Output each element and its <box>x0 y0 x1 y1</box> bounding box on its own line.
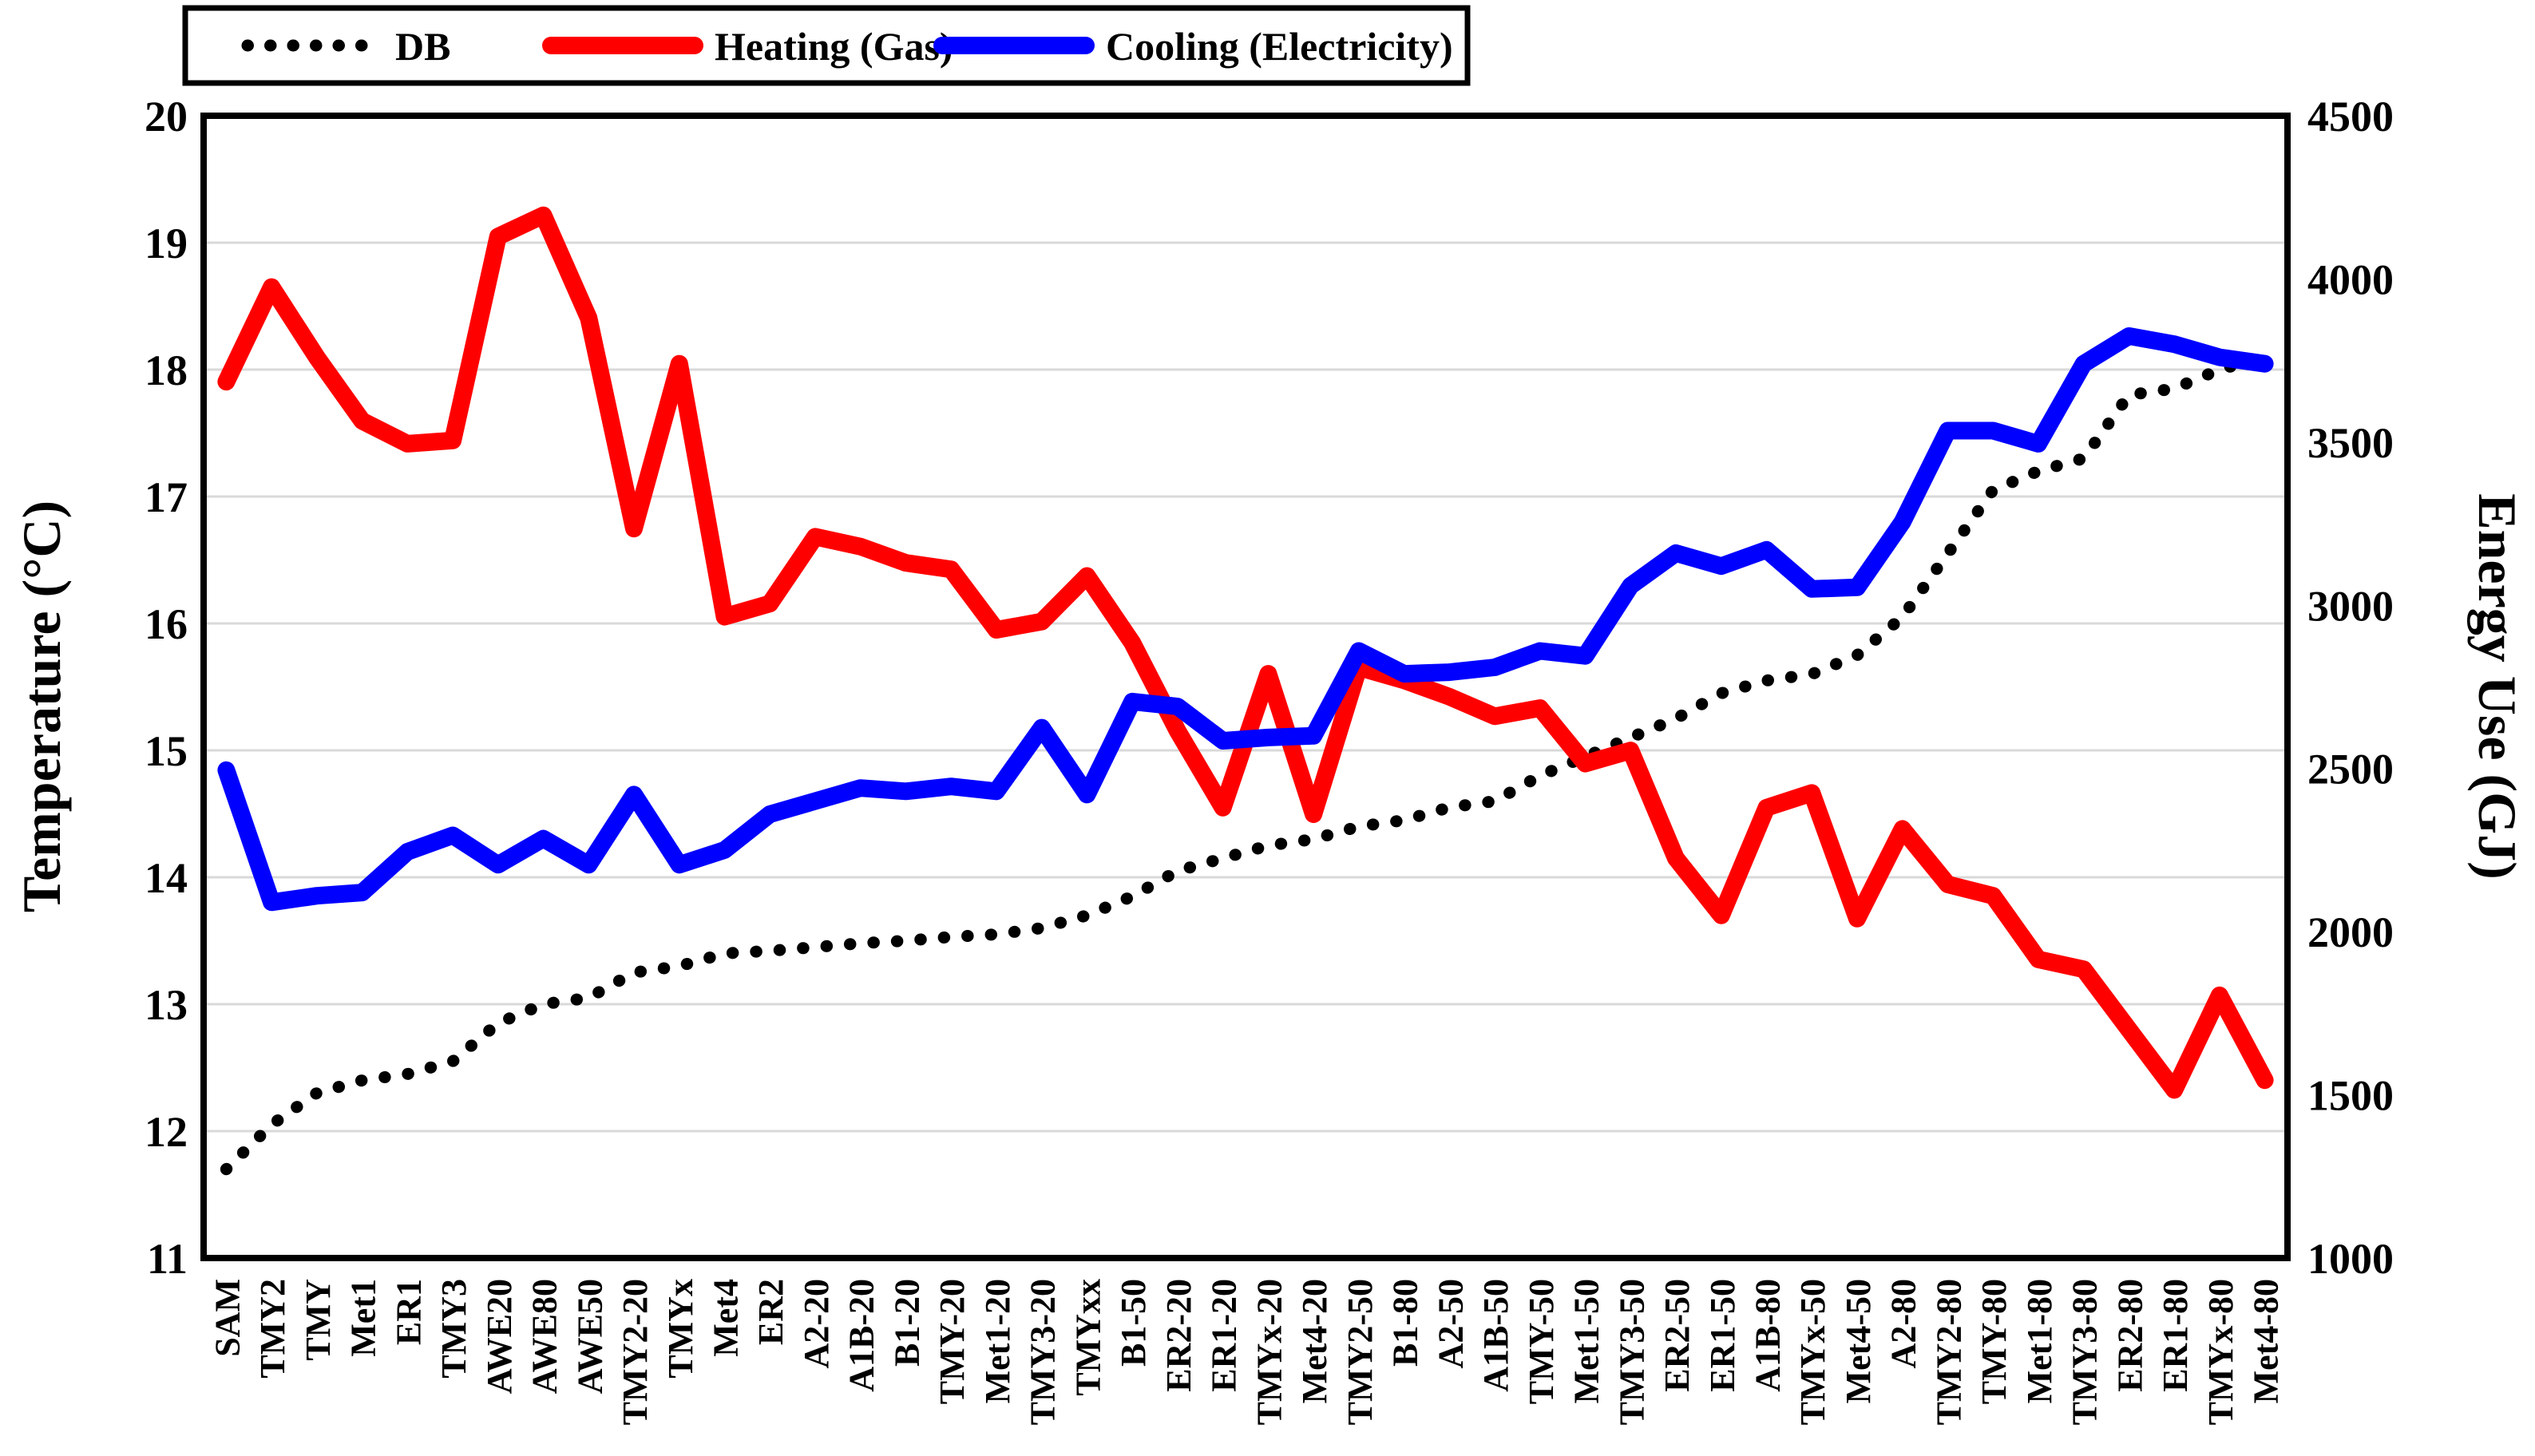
right-axis-tick-label: 2000 <box>2307 908 2394 956</box>
x-axis-category-label: B1-20 <box>887 1279 926 1367</box>
left-axis-tick-label: 15 <box>145 727 188 775</box>
left-axis-tick-label: 18 <box>145 346 188 394</box>
right-axis-tick-label: 1000 <box>2307 1235 2394 1283</box>
x-axis-category-label: AWE50 <box>570 1279 609 1394</box>
legend-label-heating: Heating (Gas) <box>715 24 953 69</box>
x-axis-category-label: ER1-50 <box>1703 1279 1742 1392</box>
x-axis-category-label: Met1-50 <box>1567 1279 1606 1403</box>
x-axis-category-label: ER2 <box>751 1279 790 1345</box>
x-axis-category-label: ER1-80 <box>2156 1279 2195 1392</box>
x-axis-category-label: TMY2 <box>253 1279 292 1379</box>
right-axis-tick-label: 3500 <box>2307 419 2394 467</box>
x-axis-category-label: A2-80 <box>1884 1279 1923 1368</box>
x-axis-category-label: TMY3-20 <box>1024 1279 1063 1425</box>
x-axis-category-label: TMYx-20 <box>1250 1279 1289 1425</box>
x-axis-category-label: Met4-20 <box>1295 1279 1334 1403</box>
x-axis-category-label: Met4 <box>707 1279 746 1357</box>
x-axis-category-label: ER1-20 <box>1205 1279 1244 1392</box>
right-axis-title: Energy Use (GJ) <box>2467 493 2528 879</box>
x-axis-category-label: A2-20 <box>797 1279 836 1368</box>
series-line-heating-gas- <box>217 206 2274 1099</box>
x-axis-category-label: B1-80 <box>1386 1279 1425 1367</box>
series-line-cooling-electricity- <box>217 327 2274 912</box>
x-axis-category-label: TMY <box>299 1279 338 1361</box>
x-axis-category-label: TMY-80 <box>1975 1279 2014 1404</box>
plot-area-border <box>200 113 2291 1261</box>
x-axis-category-label: A1B-50 <box>1476 1279 1515 1392</box>
x-axis-category-label: TMY-50 <box>1522 1279 1561 1404</box>
x-axis-category-label: Met4-50 <box>1839 1279 1878 1403</box>
x-axis-category-label: Met1-20 <box>978 1279 1017 1403</box>
right-axis-tick-label: 2500 <box>2307 746 2394 793</box>
x-axis-category-label: Met1-80 <box>2020 1279 2059 1403</box>
x-axis-category-label: TMY2-20 <box>616 1279 655 1425</box>
x-axis-category-label: TMY3-80 <box>2066 1279 2105 1425</box>
left-axis-title: Temperature (°C) <box>11 500 72 912</box>
left-axis-tick-label: 14 <box>145 854 188 902</box>
legend: DB Heating (Gas) Cooling (Electricity) <box>182 5 1471 86</box>
legend-label-db: DB <box>395 24 450 69</box>
right-axis-tick-label: 3000 <box>2307 582 2394 630</box>
x-axis-category-label: TMYx-50 <box>1793 1279 1832 1425</box>
x-axis-category-label: Met4-80 <box>2247 1279 2286 1403</box>
left-axis-tick-label: 19 <box>145 220 188 267</box>
right-axis-tick-label: 4500 <box>2307 93 2394 140</box>
x-axis-category-label: TMY3-50 <box>1612 1279 1651 1425</box>
x-axis-category-label: TMY3 <box>434 1279 473 1379</box>
series-layer <box>217 206 2274 1176</box>
x-axis-category-label: A1B-80 <box>1749 1279 1788 1392</box>
x-axis-category-label: ER2-50 <box>1658 1279 1697 1392</box>
x-axis-category-label: ER2-80 <box>2110 1279 2149 1392</box>
left-axis-tick-label: 16 <box>145 600 188 648</box>
x-axis-category-label: ER1 <box>389 1279 428 1345</box>
x-axis-category-label: SAM <box>208 1279 247 1357</box>
x-axis-category-label: TMYx-80 <box>2201 1279 2240 1425</box>
x-axis-category-label: AWE80 <box>525 1279 564 1394</box>
x-axis-category-label: TMY2-50 <box>1341 1279 1380 1425</box>
left-axis-tick-label: 11 <box>147 1235 188 1283</box>
gridline-layer <box>204 241 2287 1133</box>
left-axis-tick-label: 12 <box>145 1108 188 1156</box>
x-axis-category-label: A1B-20 <box>842 1279 881 1392</box>
x-axis-category-label: TMY-20 <box>933 1279 972 1404</box>
left-axis-tick-label: 20 <box>145 93 188 140</box>
legend-box <box>182 5 1471 86</box>
series-line-db <box>220 350 2272 1176</box>
x-axis-category-label: Met1 <box>344 1279 383 1357</box>
x-axis-category-label: AWE20 <box>480 1279 519 1394</box>
axis-tick-labels: 20 19 18 17 16 15 14 13 12 11 4500 4000 3500 3000 2500… <box>145 93 2394 1425</box>
x-axis-category-label: B1-50 <box>1114 1279 1153 1367</box>
legend-label-cooling: Cooling (Electricity) <box>1106 24 1453 69</box>
x-axis-category-label: TMYx <box>661 1279 700 1379</box>
x-axis-category-label: ER2-20 <box>1159 1279 1198 1392</box>
left-axis-tick-label: 13 <box>145 981 188 1029</box>
right-axis-tick-label: 1500 <box>2307 1072 2394 1120</box>
x-axis-category-label: A2-50 <box>1431 1279 1470 1368</box>
left-axis-tick-label: 17 <box>145 473 188 521</box>
right-axis-tick-label: 4000 <box>2307 255 2394 303</box>
x-axis-category-label: TMYxx <box>1068 1279 1107 1396</box>
x-axis-category-label: TMY2-80 <box>1929 1279 1968 1425</box>
